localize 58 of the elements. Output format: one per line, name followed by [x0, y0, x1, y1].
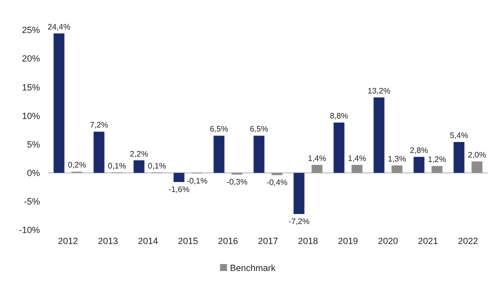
- y-tick-label: 25%: [22, 25, 40, 36]
- y-tick-label: 15%: [22, 82, 40, 92]
- x-tick-label: 2018: [298, 236, 318, 246]
- data-label: 2,8%: [410, 146, 428, 155]
- x-tick-label: 2022: [458, 236, 478, 246]
- data-label: 0,1%: [108, 161, 126, 170]
- y-tick-label: 20%: [22, 54, 40, 64]
- y-tick-label: -10%: [18, 225, 40, 236]
- bar: [134, 160, 144, 173]
- x-tick-label: 2020: [378, 236, 398, 246]
- data-label: -7,2%: [288, 217, 310, 226]
- data-label: -0,3%: [226, 178, 248, 187]
- y-tick-label: 0%: [26, 168, 40, 178]
- bar: [374, 97, 384, 173]
- data-label: 7,2%: [90, 120, 108, 130]
- data-label: 24,4%: [48, 22, 70, 32]
- bar: [94, 132, 104, 173]
- x-tick-label: 2016: [218, 236, 238, 246]
- bar: [472, 161, 482, 173]
- x-tick-label: 2019: [338, 236, 358, 246]
- data-label: 1,4%: [348, 154, 366, 163]
- data-label: -0,4%: [266, 178, 288, 188]
- data-label: 5,4%: [450, 131, 468, 140]
- y-tick-label: -5%: [24, 196, 40, 207]
- data-label: -0,1%: [186, 176, 208, 186]
- data-label: 13,2%: [368, 86, 390, 96]
- x-tick-label: 2014: [138, 236, 158, 246]
- bar: [432, 166, 442, 173]
- x-tick-label: 2012: [58, 236, 78, 246]
- x-tick-label: 2017: [258, 236, 278, 246]
- data-label: 2,2%: [130, 149, 148, 158]
- x-tick-label: 2015: [178, 236, 198, 246]
- bar: [254, 136, 264, 173]
- data-label: 2,0%: [468, 150, 486, 160]
- data-label: 6,5%: [250, 124, 268, 134]
- bar: [312, 164, 322, 173]
- bar: [214, 136, 224, 173]
- bar: [352, 164, 362, 173]
- data-label: 0,2%: [68, 160, 86, 170]
- y-tick-label: 10%: [22, 110, 40, 121]
- data-label: 6,5%: [210, 124, 228, 134]
- x-tick-label: 2021: [418, 236, 438, 246]
- bar: [414, 156, 424, 173]
- data-label: -1,6%: [168, 185, 190, 194]
- data-label: 8,8%: [330, 112, 348, 121]
- data-label: 1,3%: [388, 154, 406, 164]
- data-label: 1,4%: [308, 154, 326, 163]
- data-label: 0,1%: [148, 161, 166, 170]
- x-tick-label: 2013: [98, 236, 118, 246]
- bar: [334, 122, 344, 173]
- bar: [54, 33, 64, 173]
- data-label: 1,2%: [428, 155, 446, 164]
- legend-label: Benchmark: [230, 263, 276, 274]
- y-tick-label: 5%: [26, 139, 40, 150]
- bar: [392, 165, 402, 173]
- bar: [174, 172, 184, 182]
- bar: [294, 172, 304, 214]
- bar: [454, 142, 464, 173]
